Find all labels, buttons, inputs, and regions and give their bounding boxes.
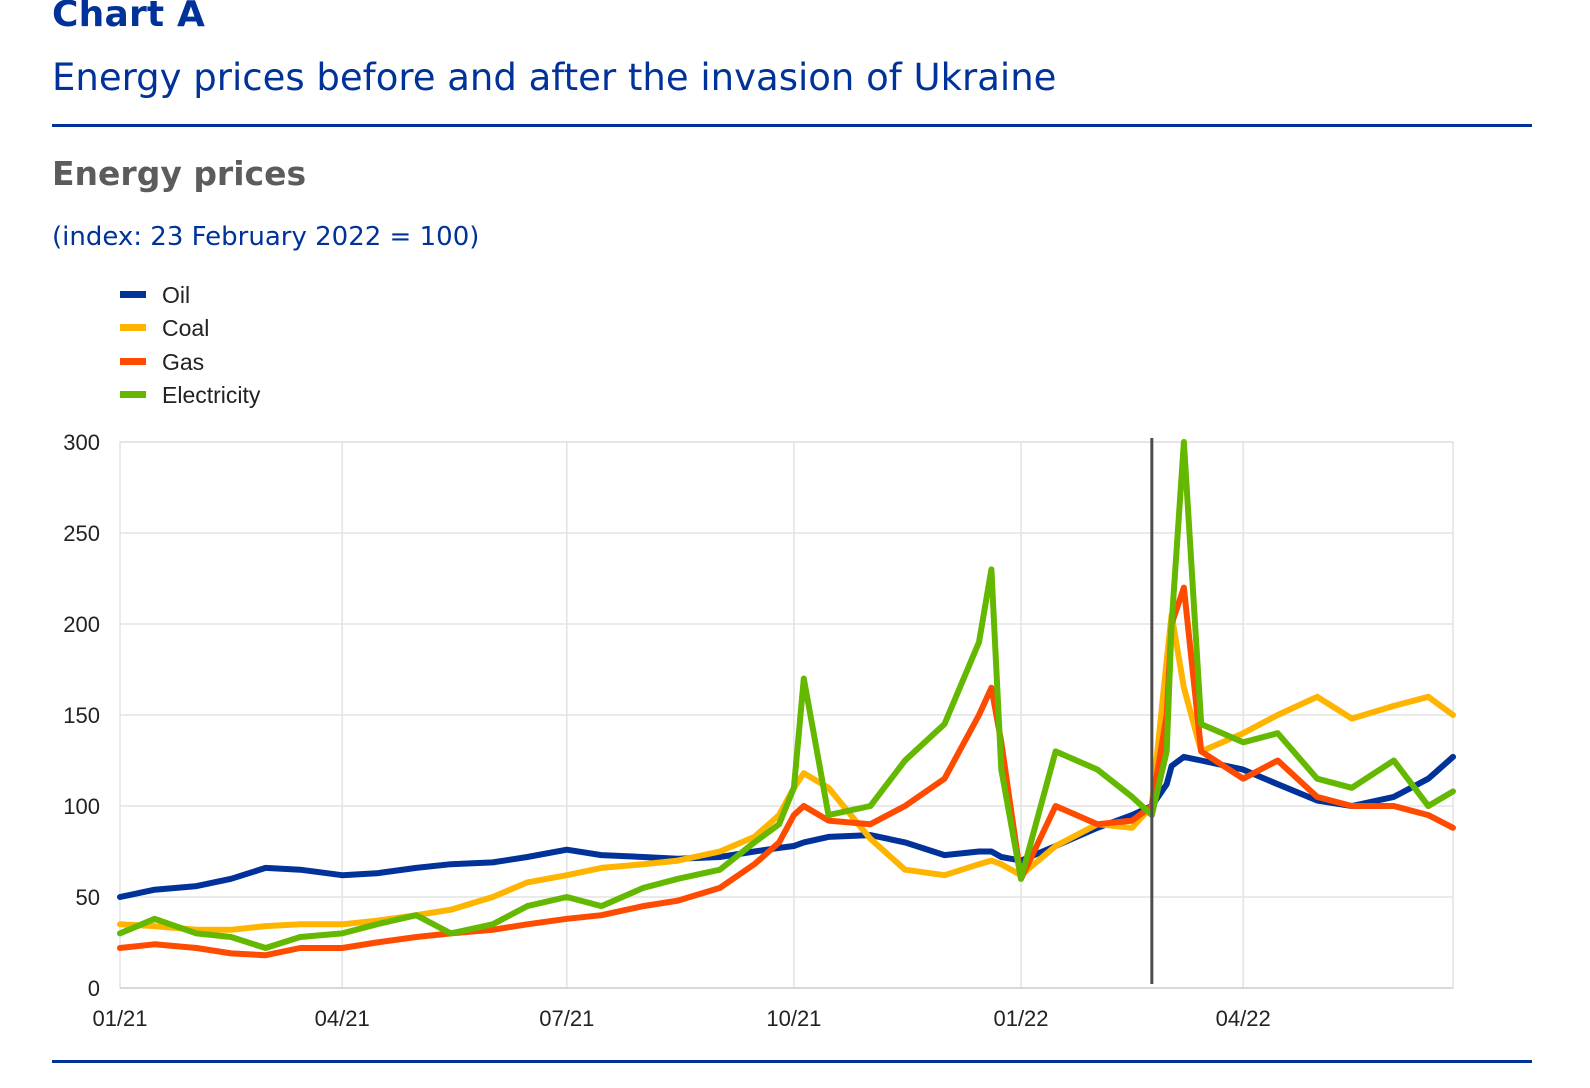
y-tick-label-0: 0 bbox=[88, 976, 100, 1001]
x-tick-label-04-22: 04/22 bbox=[1216, 1006, 1271, 1031]
y-tick-label-50: 50 bbox=[76, 885, 100, 910]
x-tick-label-04-21: 04/21 bbox=[315, 1006, 370, 1031]
legend-label-gas: Gas bbox=[162, 349, 205, 375]
legend-swatch-oil bbox=[120, 291, 146, 298]
x-tick-label-01-21: 01/21 bbox=[92, 1006, 147, 1031]
y-tick-label-250: 250 bbox=[63, 521, 100, 546]
legend-swatch-electricity bbox=[120, 391, 146, 398]
y-tick-label-100: 100 bbox=[63, 794, 100, 819]
x-tick-label-10-21: 10/21 bbox=[766, 1006, 821, 1031]
legend-label-electricity: Electricity bbox=[162, 382, 261, 408]
chart-title: Energy prices before and after the invas… bbox=[52, 56, 1057, 99]
x-tick-label-01-22: 01/22 bbox=[993, 1006, 1048, 1031]
y-tick-label-300: 300 bbox=[63, 430, 100, 455]
legend-label-coal: Coal bbox=[162, 315, 210, 341]
bottom-divider bbox=[52, 1060, 1532, 1063]
legend-swatch-coal bbox=[120, 324, 146, 331]
series-line-oil bbox=[117, 753, 1456, 900]
y-tick-label-200: 200 bbox=[63, 612, 100, 637]
legend-swatch-gas bbox=[120, 358, 146, 365]
y-tick-label-150: 150 bbox=[63, 703, 100, 728]
x-tick-label-07-21: 07/21 bbox=[539, 1006, 594, 1031]
series-line-gas bbox=[117, 584, 1456, 959]
chart-label: Chart A bbox=[52, 0, 206, 35]
series-line-electricity bbox=[117, 439, 1456, 951]
panel-title: Energy prices bbox=[52, 154, 307, 193]
top-divider bbox=[52, 124, 1532, 127]
legend-label-oil: Oil bbox=[162, 282, 191, 308]
panel-subtitle: (index: 23 February 2022 = 100) bbox=[52, 222, 480, 252]
